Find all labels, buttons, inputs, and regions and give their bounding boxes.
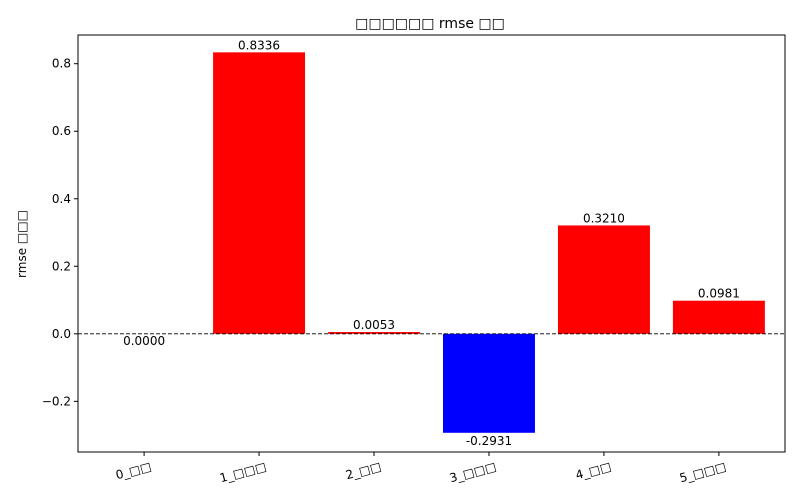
- y-tick-label-5: 0.8: [52, 57, 71, 71]
- bar-4: [557, 225, 650, 334]
- data-label-1: 0.8336: [238, 38, 280, 52]
- plot-area: 0.0000 0.8336 0.0053 -0.2931 0.3210 0.0981 −0.…: [42, 34, 786, 485]
- data-label-3: -0.2931: [466, 434, 512, 448]
- axes-frame: [77, 34, 786, 453]
- bar-5: [672, 300, 765, 334]
- y-tick-label-4: 0.6: [52, 124, 71, 138]
- y-tick-label-3: 0.4: [52, 192, 71, 206]
- bar-2: [328, 332, 421, 334]
- data-label-2: 0.0053: [353, 318, 395, 332]
- data-label-4: 0.3210: [583, 211, 625, 225]
- y-tick-label-0: −0.2: [42, 394, 71, 408]
- data-label-0: 0.0000: [123, 334, 165, 348]
- y-tick-label-2: 0.2: [52, 259, 71, 273]
- y-axis-label: rmse □□□: [15, 210, 29, 278]
- data-label-5: 0.0981: [698, 287, 740, 301]
- y-tick-label-1: 0.0: [52, 327, 71, 341]
- bar-1: [213, 52, 306, 334]
- chart-title: □□□□□□ rmse □□: [355, 16, 505, 32]
- bar-3: [442, 333, 535, 433]
